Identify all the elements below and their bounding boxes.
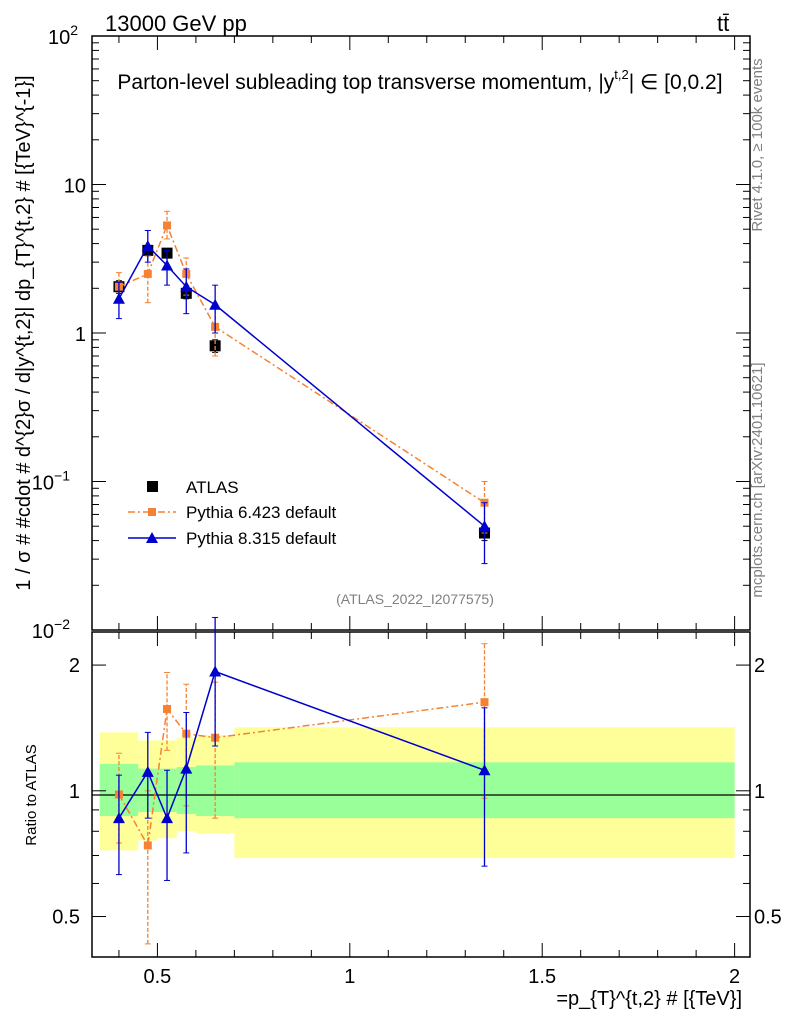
main-y-tick-label: 1 [75, 324, 86, 346]
main-y-tick-label: 102 [48, 22, 78, 49]
pythia8-data-point [112, 292, 125, 304]
process-label: tt̄ [717, 11, 729, 36]
ratio-y-tick-label-right: 2 [754, 655, 765, 677]
plot-title-sup: t,2 [614, 67, 628, 82]
legend-pythia8-label: Pythia 8.315 default [186, 529, 337, 548]
x-axis-label: =p_{T}^{t,2} # [{TeV}] [556, 988, 742, 1010]
x-tick-label: 1 [344, 966, 355, 988]
ratio-y-tick-label-right: 0.5 [754, 907, 782, 929]
analysis-id: (ATLAS_2022_I2077575) [336, 591, 494, 607]
ratio-panel: 0.5 1 2 0.5 1 2 0.5 1 1.5 2 Ratio to ATLAS =p_{T}… [23, 616, 782, 1010]
main-y-axis-label: 1 / σ # #cdot # d^{2}σ / d|y^{t,2}| dp_{… [13, 75, 35, 590]
pythia6-ratio-point [143, 841, 152, 850]
legend-atlas-label: ATLAS [186, 478, 239, 497]
ratio-y-axis-label: Ratio to ATLAS [23, 744, 40, 845]
pythia8-data-point [141, 240, 154, 252]
legend-pythia6-label: Pythia 6.423 default [186, 503, 337, 522]
main-y-tick-labels: 10−2 10−1 1 10 102 [32, 22, 86, 643]
plot-title-main: Parton-level subleading top transverse m… [117, 71, 614, 94]
pythia6-ratio-point [163, 704, 172, 713]
ratio-y-tick-label-left: 0.5 [52, 907, 80, 929]
main-y-tick-label: 10 [64, 176, 86, 198]
ratio-y-tick-label-left: 2 [69, 655, 80, 677]
legend-pythia8-marker [146, 532, 158, 543]
pythia6-ratio-point [480, 698, 489, 707]
x-tick-label: 0.5 [144, 966, 172, 988]
main-series-line [118, 223, 485, 504]
mcplots-label: mcplots.cern.ch [arXiv:2401.10621] [749, 362, 766, 597]
x-tick-label: 2 [729, 966, 740, 988]
main-y-tick-label: 10−1 [32, 468, 70, 495]
atlas-data-point [209, 340, 221, 352]
pythia8-data-point [180, 280, 193, 292]
legend: ATLAS Pythia 6.423 default Pythia 8.315 … [128, 478, 337, 548]
energy-label: 13000 GeV pp [105, 11, 247, 36]
x-tick-label: 1.5 [528, 966, 556, 988]
legend-pythia6-marker [148, 508, 156, 516]
ratio-series [112, 616, 491, 945]
plot-title-suffix: | ∈ [0,0.2] [629, 71, 723, 94]
main-panel: Parton-level subleading top transverse m… [13, 22, 751, 643]
ratio-tick-labels: 0.5 1 2 0.5 1 2 0.5 1 1.5 2 [52, 655, 782, 988]
ratio-series-line [118, 670, 485, 821]
pythia8-data-point [478, 520, 491, 532]
main-y-tick-label: 10−2 [32, 616, 70, 643]
ratio-y-tick-label-left: 1 [69, 781, 80, 803]
pythia8-data-point [209, 298, 222, 310]
pythia8-ratio-point [141, 765, 154, 777]
rivet-version-label: Rivet 4.1.0, ≥ 100k events [749, 58, 766, 231]
ratio-y-tick-label-right: 1 [754, 781, 765, 803]
pythia8-data-point [161, 259, 174, 271]
pythia6-data-point [163, 221, 172, 230]
ratio-uncertainty-bands [99, 727, 735, 859]
pythia8-ratio-point [209, 665, 222, 677]
main-plot-frame [91, 35, 751, 631]
ratio-series-line [118, 701, 485, 848]
main-series-line [118, 244, 485, 527]
legend-atlas-marker [147, 481, 158, 492]
main-ticks [92, 36, 750, 631]
pythia6-data-point [143, 269, 152, 278]
ratio-ticks [92, 632, 750, 957]
pythia8-ratio-point [180, 762, 193, 774]
pythia8-ratio-point [112, 812, 125, 824]
pythia8-ratio-point [161, 812, 174, 824]
plot-title: Parton-level subleading top transverse m… [117, 67, 722, 94]
main-series [112, 210, 491, 565]
pythia8-ratio-point [478, 764, 491, 776]
ratio-plot-frame [91, 631, 751, 958]
